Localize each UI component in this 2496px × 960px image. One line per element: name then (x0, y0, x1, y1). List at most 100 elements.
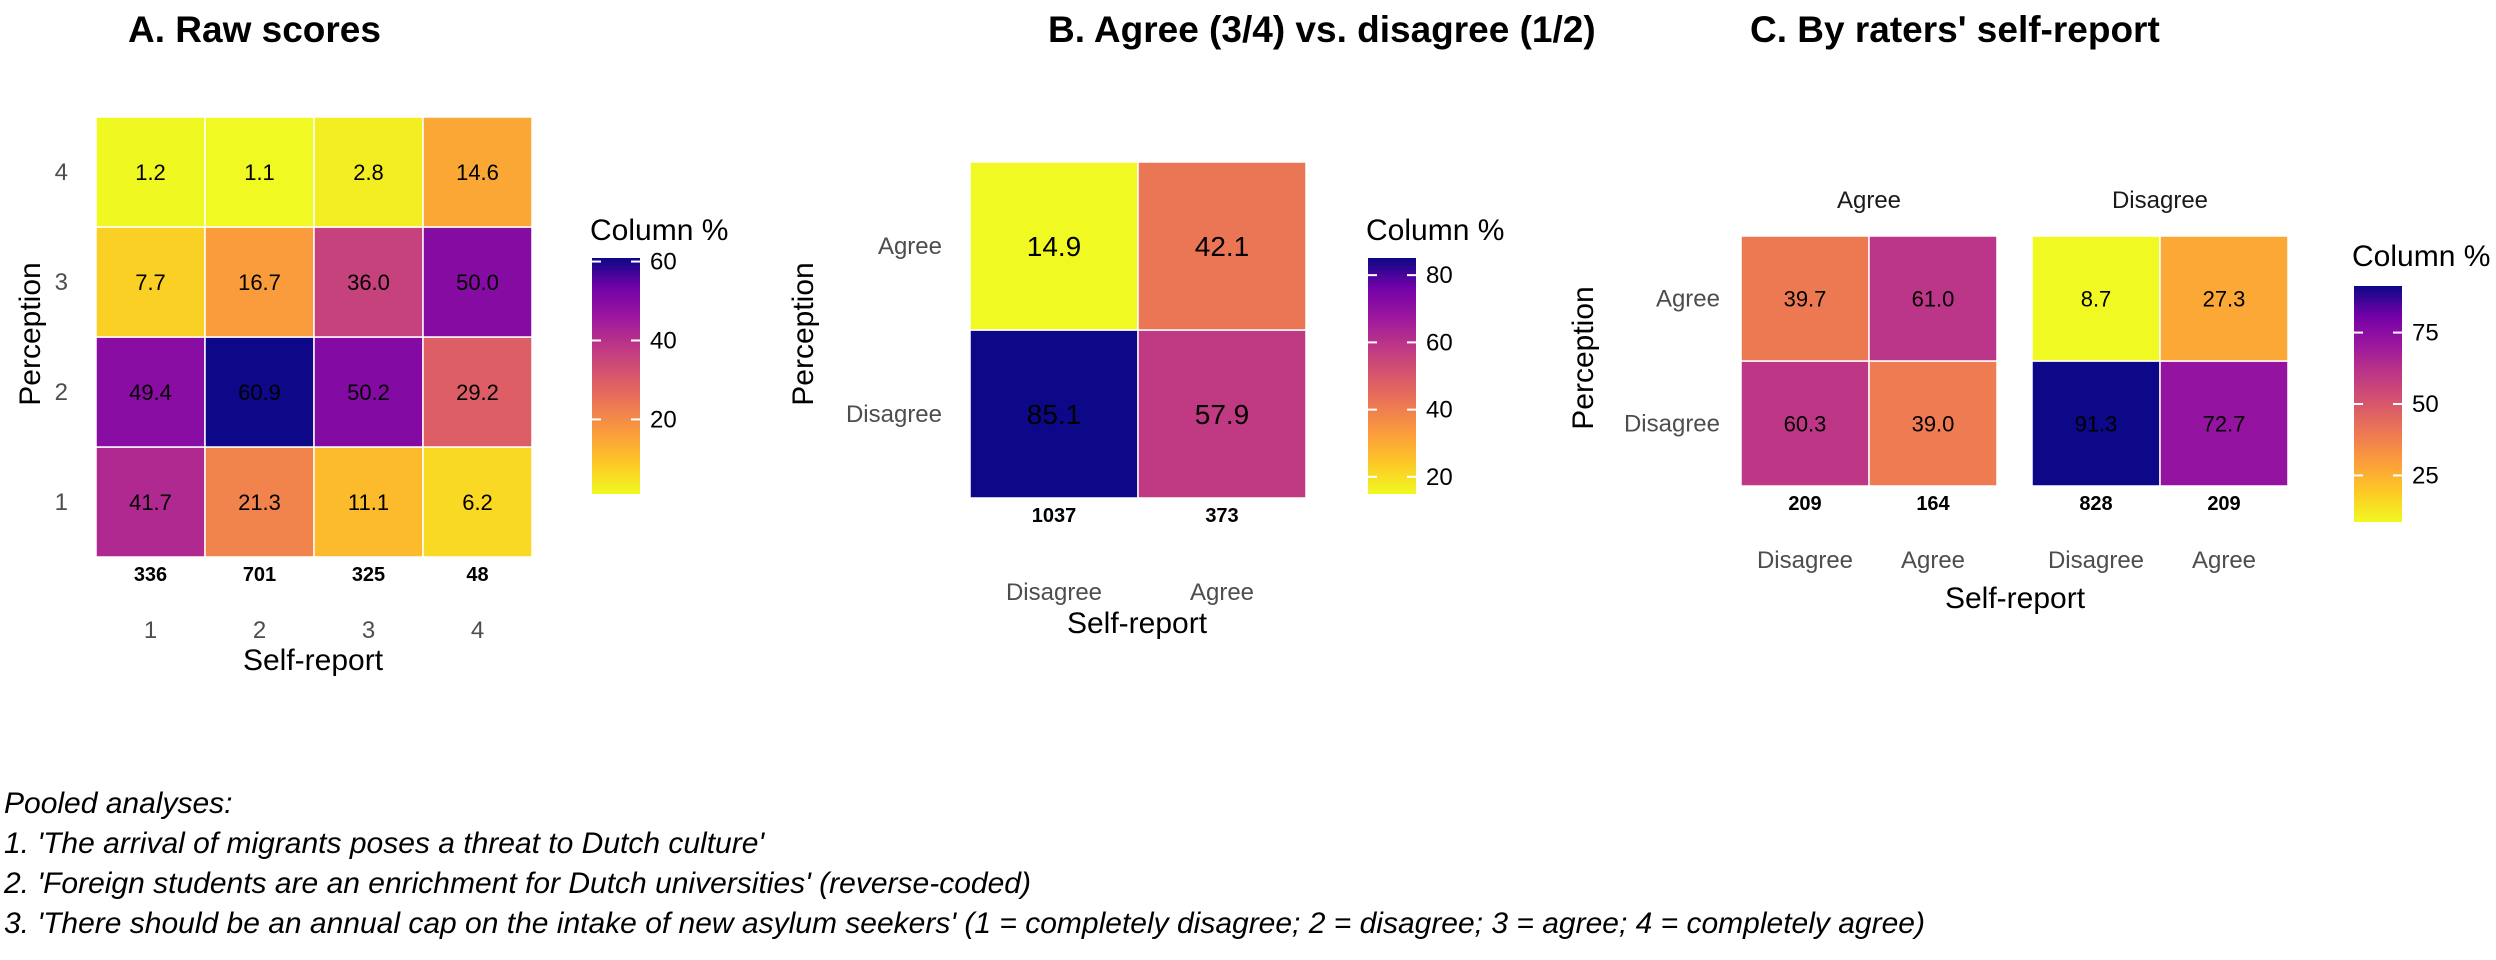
panel-c-agree-x-tick-label: Agree (1901, 547, 1965, 574)
panel-c-disagree-column-count: 209 (2207, 493, 2240, 515)
panel-a-legend-tick-label: 60 (650, 249, 677, 276)
panel-a-cell-label: 60.9 (238, 380, 281, 405)
panel-b-legend-tick-label: 20 (1426, 464, 1453, 491)
panel-c-legend: Column % 25 50 75 (2352, 240, 2490, 522)
panel-c-agree-cell-label: 39.0 (1912, 412, 1955, 437)
panel-a-cell-label: 16.7 (238, 270, 281, 295)
panel-c-disagree-x-tick-label: Agree (2192, 547, 2256, 574)
panel-c-agree-column-count: 209 (1788, 493, 1821, 515)
panel-a-cell (422, 116, 533, 228)
panel-a-legend-tick-label: 40 (650, 327, 677, 354)
panel-b-heatmap: 85.1 57.9 14.9 42.1 1037 373 Disagree Agree Disa… (846, 161, 1307, 606)
panel-a-cell (422, 446, 533, 558)
panel-c-facet-label-disagree: Disagree (2112, 187, 2208, 214)
panel-a-y-tick-label: 4 (55, 159, 68, 186)
panel-a-x-tick-label: 1 (144, 617, 157, 644)
panel-a-y-tick-label: 3 (55, 269, 68, 296)
panel-b-cell (1137, 329, 1307, 499)
panel-c-heatmap: 60.3 39.0 39.7 61.0 209 164 Disagree Agree Disag… (1624, 235, 2289, 574)
panel-a-legend-colorbar (592, 258, 640, 494)
panel-a-cell-label: 36.0 (347, 270, 390, 295)
panel-a-cell-label: 29.2 (456, 380, 499, 405)
panel-c-title: C. By raters' self-report (1750, 9, 2160, 50)
panel-b-column-count: 1037 (1032, 505, 1077, 527)
panel-b-y-tick-label: Agree (878, 233, 942, 260)
panel-c-legend-title: Column % (2352, 240, 2490, 273)
panel-a-column-count: 325 (352, 564, 385, 586)
panel-a-x-tick-label: 3 (362, 617, 375, 644)
panel-c-legend-tick-label: 25 (2412, 462, 2439, 489)
caption-item-3: 3. 'There should be an annual cap on the… (4, 907, 1925, 940)
panel-a-cell (204, 336, 315, 448)
panel-c-agree-y-tick-label: Agree (1656, 286, 1720, 313)
panel-a-cell-label: 21.3 (238, 490, 281, 515)
panel-a-cell (313, 226, 424, 338)
panel-c-x-axis-title: Self-report (1945, 582, 2086, 615)
panel-c-agree-x-tick-label: Disagree (1757, 547, 1853, 574)
panel-a-legend-title: Column % (590, 214, 728, 247)
panel-a-x-tick-label: 2 (253, 617, 266, 644)
panel-b-legend: Column % 20 40 60 80 (1366, 214, 1504, 494)
panel-a-cell-label: 49.4 (129, 380, 172, 405)
panel-a-column-count: 48 (466, 564, 488, 586)
panel-b-cell-label: 42.1 (1195, 231, 1250, 262)
panel-b-legend-tick-label: 40 (1426, 397, 1453, 424)
panel-c-disagree-x-tick-label: Disagree (2048, 547, 2144, 574)
panel-b-cell-label: 57.9 (1195, 399, 1250, 430)
panel-c-agree-cell-label: 61.0 (1912, 287, 1955, 312)
panel-a-cell (313, 116, 424, 228)
panel-a-legend-tick-label: 20 (650, 406, 677, 433)
panel-b-x-tick-label: Agree (1190, 579, 1254, 606)
panel-c-facet-label-agree: Agree (1837, 187, 1901, 214)
panel-b-cell-label: 85.1 (1027, 399, 1082, 430)
panel-c-agree-cell-label: 39.7 (1784, 287, 1827, 312)
panel-a-cell-label: 41.7 (129, 490, 172, 515)
panel-a-cell-label: 1.1 (244, 160, 275, 185)
panel-c-disagree-cell (2031, 360, 2161, 487)
panel-c-disagree-cell-label: 27.3 (2203, 287, 2246, 312)
panel-b-y-tick-label: Disagree (846, 401, 942, 428)
panel-b-legend-title: Column % (1366, 214, 1504, 247)
panel-c-disagree-cell (2031, 235, 2161, 362)
panel-a-cell-label: 1.2 (135, 160, 166, 185)
panel-a-cell (95, 226, 206, 338)
panel-b-x-axis-title: Self-report (1067, 607, 1208, 640)
panel-b-y-axis-title: Perception (787, 262, 820, 405)
panel-c-agree-cell (1740, 235, 1870, 362)
panel-c-agree-cell (1868, 235, 1998, 362)
panel-c-agree-y-tick-label: Disagree (1624, 411, 1720, 438)
panel-a-cell-label: 2.8 (353, 160, 384, 185)
panel-a-y-tick-label: 2 (55, 379, 68, 406)
panel-c-disagree-cell-label: 72.7 (2203, 412, 2246, 437)
caption: Pooled analyses: 1. 'The arrival of migr… (4, 784, 2484, 944)
panel-b-cell-label: 14.9 (1027, 231, 1082, 262)
panel-b-column-count: 373 (1205, 505, 1238, 527)
panel-a-title: A. Raw scores (128, 9, 381, 50)
panel-a-cell-label: 50.2 (347, 380, 390, 405)
panel-c-disagree-cell (2159, 360, 2289, 487)
panel-a-cell-label: 11.1 (348, 490, 389, 515)
panel-a-cell-label: 6.2 (462, 490, 493, 515)
panel-c-agree-cell (1868, 360, 1998, 487)
panel-b-cell (1137, 161, 1307, 331)
panel-b-cell (969, 161, 1139, 331)
caption-item-1: 1. 'The arrival of migrants poses a thre… (4, 827, 765, 860)
panel-a-heatmap: 41.7 21.3 11.1 6.249.4 60.9 50.2 29.27.7 16.7 36… (55, 116, 533, 644)
panel-a-cell (204, 116, 315, 228)
panel-a-column-count: 701 (243, 564, 276, 586)
panel-a-x-tick-label: 4 (471, 617, 484, 644)
caption-item-2: 2. 'Foreign students are an enrichment f… (4, 867, 1031, 900)
caption-heading: Pooled analyses: (4, 787, 233, 820)
panel-b-legend-tick-label: 60 (1426, 329, 1453, 356)
panel-a-cell (95, 336, 206, 448)
panel-c-disagree-cell (2159, 235, 2289, 362)
panel-a-cell (313, 446, 424, 558)
panel-b-cell (969, 329, 1139, 499)
panel-c-legend-tick-label: 75 (2412, 320, 2439, 347)
panel-a-legend: Column % 20 40 60 (590, 214, 728, 494)
panel-a-cell-label: 7.7 (135, 270, 166, 295)
panel-a-cell (313, 336, 424, 448)
panel-c-legend-tick-label: 50 (2412, 391, 2439, 418)
panel-c-disagree-cell-label: 8.7 (2081, 287, 2112, 312)
